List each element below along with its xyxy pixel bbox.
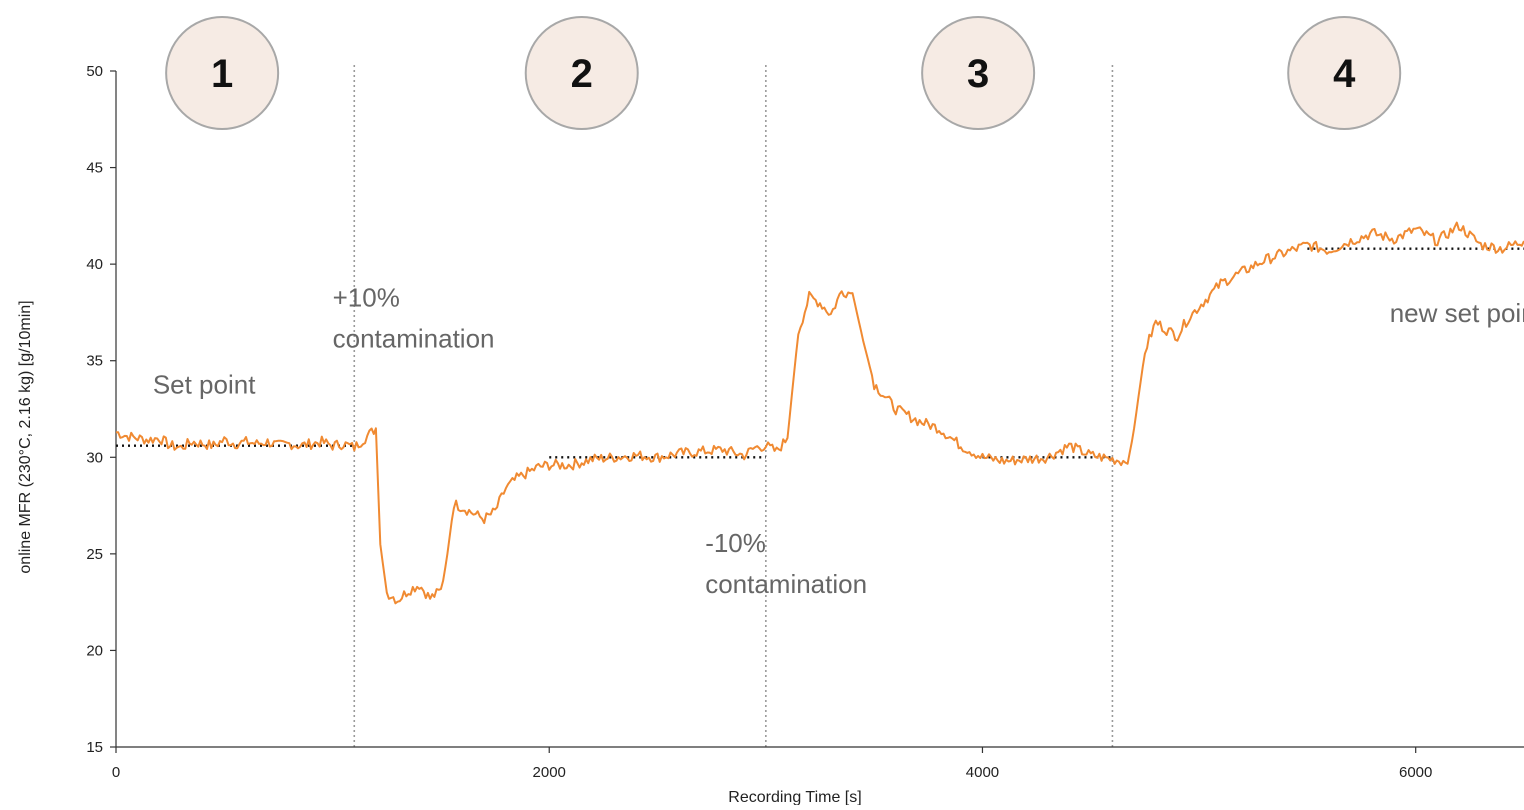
annotation-plus_contamination: +10% contamination [333,283,495,354]
x-axis-title: Recording Time [s] [728,789,861,805]
phase-number-3: 3 [967,52,989,96]
annotation-set_point: Set point [153,370,256,400]
y-tick-label-45: 45 [86,160,103,177]
mfr-series-line-1 [116,221,1524,605]
phase-circle-1 [165,16,280,130]
annotation-new_set_point: new set point [1390,298,1524,328]
axes-group: 15 20 25 30 35 40 45 50 0 2000 4000 6000 [86,63,1524,781]
phase-number-2: 2 [571,52,593,96]
phase-circle-2 [524,16,639,130]
annotation-set_point-line-1: Set point [153,370,256,400]
phase-circle-3 [921,16,1036,130]
y-tick-label-25: 25 [86,546,103,563]
annotation-plus_contamination-line-1: +10% [333,283,400,313]
x-tick-label-2000: 2000 [533,764,566,781]
phase-number-1: 1 [211,52,233,96]
y-tick-label-35: 35 [86,353,103,370]
y-axis-title: online MFR (230°C, 2.16 kg) [g/10min] [17,300,34,573]
y-tick-label-30: 30 [86,449,103,466]
x-tick-label-4000: 4000 [966,764,999,781]
series-group [116,221,1524,605]
y-tick-label-40: 40 [86,256,103,273]
y-tick-label-20: 20 [86,642,103,659]
phase-number-4: 4 [1333,52,1356,96]
y-tick-label-50: 50 [86,63,103,80]
annotation-minus_contamination: -10% contamination [705,528,867,599]
annotation-plus_contamination-line-2: contamination [333,324,495,354]
annotation-group: Set point +10% contamination -10% contaminat… [153,283,1524,599]
x-tick-label-6000: 6000 [1399,764,1432,781]
phase-divider-group [353,65,1114,747]
annotation-new_set_point-line-1: new set point [1390,298,1524,328]
phase-marker-group: 1 2 3 4 [165,16,1402,130]
y-tick-label-15: 15 [86,739,103,756]
phase-circle-4 [1287,16,1402,130]
annotation-minus_contamination-line-2: contamination [705,569,867,599]
annotation-minus_contamination-line-1: -10% [705,528,766,558]
reference-line-group [116,247,1524,459]
x-tick-label-0: 0 [112,764,120,781]
